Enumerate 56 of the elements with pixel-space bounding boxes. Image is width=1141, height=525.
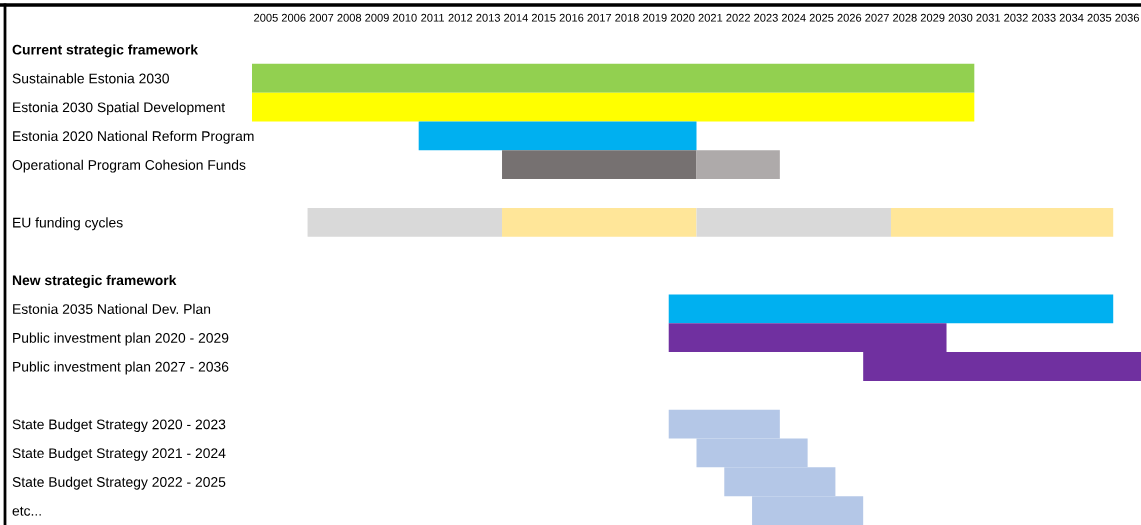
x-tick-label: 2012 [448,13,473,22]
x-tick-label: 2008 [337,13,362,22]
x-tick-label: 2014 [504,13,528,22]
y-tick-label: Current strategic framework [12,44,199,58]
bar [502,207,697,237]
bar [696,150,780,180]
bar [307,207,503,237]
x-tick-label: 2007 [309,13,334,22]
y-tick-label: Estonia 2020 National Reform Program [13,130,254,144]
x-tick-label: 2009 [365,13,389,22]
x-tick-label: 2030 [948,13,973,22]
x-tick-label: 2021 [698,13,723,22]
x-tick-label: 2019 [643,13,667,22]
x-tick-label: 2024 [781,13,806,22]
x-tick-label: 2027 [865,13,889,22]
x-tick-label: 2017 [587,13,612,22]
y-tick-label: EU funding cycles [13,217,123,231]
y-tick-label: State Budget Strategy 2022 - 2025 [12,476,226,490]
x-tick-label: 2018 [615,13,639,22]
y-tick-label: State Budget Strategy 2021 - 2024 [12,447,226,461]
bar [668,294,1114,324]
x-tick-label: 2035 [1087,13,1112,22]
bar [418,121,697,151]
x-tick-label: 2015 [531,13,556,22]
x-tick-label: 2016 [559,13,584,22]
bar [252,92,975,122]
x-tick-label: 2010 [393,13,417,22]
x-tick-label: 2005 [254,13,278,22]
y-tick-label: etc... [12,506,41,516]
y-tick-label: State Budget Strategy 2020 - 2023 [12,419,226,433]
x-tick-label: 2036 [1115,13,1139,22]
x-tick-label: 2013 [476,13,501,22]
x-tick-label: 2026 [837,13,862,22]
x-tick-label: 2022 [726,13,750,22]
bar [696,207,891,237]
bar [252,63,975,93]
bar [502,150,697,180]
x-tick-label: 2025 [809,13,834,22]
y-tick-label: Public investment plan 2020 - 2029 [13,332,229,346]
x-tick-label: 2020 [670,13,695,22]
y-tick-label: Sustainable Estonia 2030 [12,73,169,84]
x-tick-label: 2023 [754,13,778,22]
x-tick-label: 2006 [281,13,306,22]
y-tick-label: New strategic framework [12,274,177,288]
y-tick-label: Estonia 2035 National Dev. Plan [13,303,211,314]
x-tick-label: 2032 [1004,13,1028,22]
y-tick-label: Public investment plan 2027 - 2036 [13,361,229,375]
x-tick-label: 2034 [1059,13,1084,22]
x-tick-label: 2033 [1031,13,1056,22]
x-tick-label: 2031 [976,13,1001,22]
x-tick-label: 2029 [920,13,945,22]
x-tick-label: 2011 [421,13,444,22]
x-tick-label: 2028 [893,13,917,22]
y-tick-label: Operational Program Cohesion Funds [12,159,246,173]
y-tick-label: Estonia 2030 Spatial Development [13,102,225,115]
bar [890,207,1114,237]
